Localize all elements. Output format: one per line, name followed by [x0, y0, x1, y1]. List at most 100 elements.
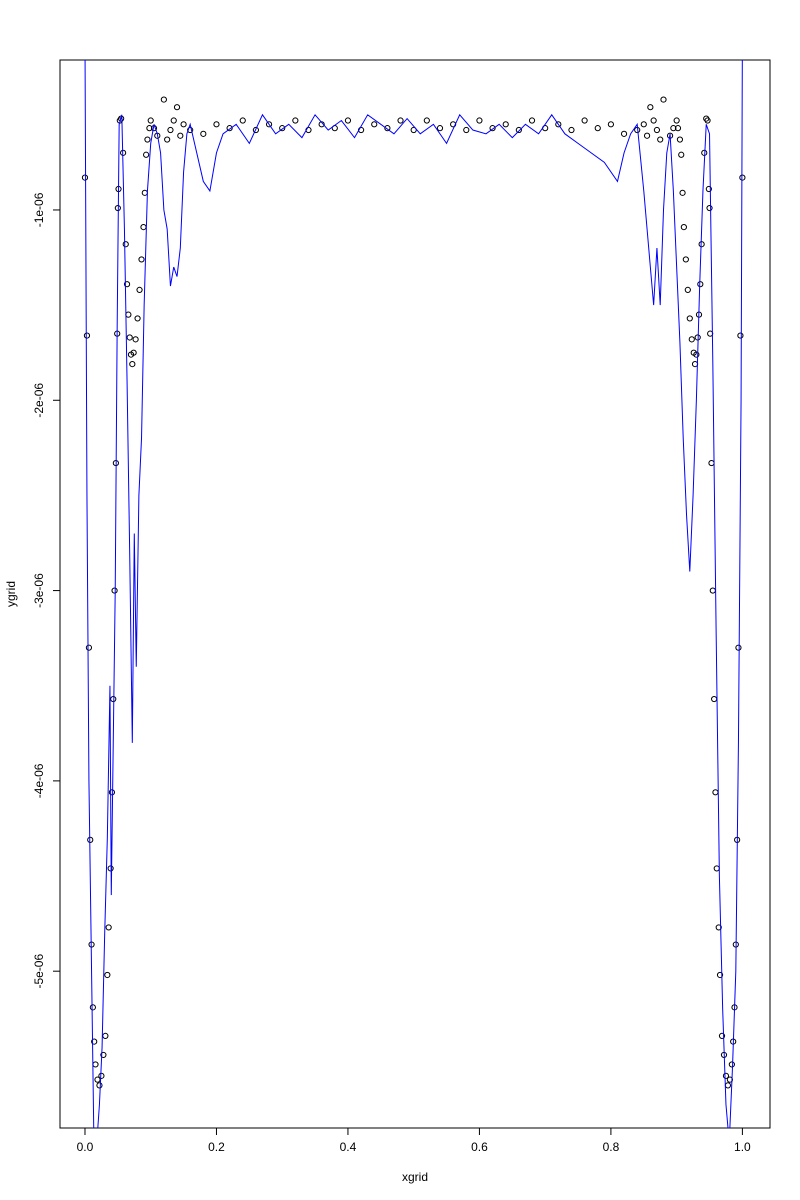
data-point: [130, 349, 137, 356]
data-point: [132, 336, 139, 343]
data-point: [187, 126, 194, 134]
data-line: [84, 60, 743, 1128]
data-point: [643, 132, 651, 139]
data-point: [105, 924, 112, 931]
data-point: [711, 695, 718, 703]
data-point: [177, 132, 184, 139]
x-axis-label: xgrid: [402, 1170, 428, 1184]
data-point: [650, 117, 657, 124]
data-point: [670, 125, 677, 132]
data-point: [123, 281, 131, 288]
data-point: [98, 1072, 105, 1079]
y-tick-label: -5e-06: [32, 954, 46, 989]
data-point: [704, 117, 711, 124]
data-point: [384, 125, 391, 132]
data-point: [594, 125, 601, 132]
data-point: [673, 117, 680, 124]
data-point: [85, 644, 93, 651]
x-tick-label: 0.8: [603, 1140, 620, 1154]
data-point: [138, 256, 145, 263]
x-tick-label: 0.6: [471, 1140, 488, 1154]
data-point: [129, 361, 136, 368]
data-point: [100, 1051, 107, 1059]
data-point: [555, 121, 562, 128]
data-point: [143, 151, 150, 158]
data-point: [712, 789, 719, 796]
data-point: [620, 130, 628, 137]
data-point: [640, 121, 647, 128]
data-point: [680, 223, 687, 231]
y-tick-label: -2e-06: [32, 383, 46, 418]
data-point: [693, 351, 700, 358]
data-point: [722, 1072, 730, 1079]
data-point: [718, 1032, 726, 1039]
data-point: [528, 117, 536, 124]
data-point: [170, 117, 177, 124]
data-point: [489, 125, 496, 132]
data-point: [140, 223, 147, 231]
data-point: [200, 130, 207, 137]
data-point: [104, 971, 111, 979]
data-point: [715, 924, 722, 931]
data-point: [141, 189, 148, 196]
data-point: [239, 117, 246, 124]
data-point: [146, 125, 153, 132]
data-point: [423, 117, 430, 124]
data-point: [728, 1061, 735, 1068]
data-point: [125, 311, 132, 318]
data-point: [657, 136, 664, 143]
data-point: [647, 104, 654, 111]
data-point: [122, 241, 129, 248]
data-point: [697, 281, 704, 288]
data-point: [706, 204, 713, 212]
y-tick-label: -3e-06: [32, 573, 46, 608]
data-point: [108, 789, 116, 796]
data-point: [653, 126, 661, 134]
data-point: [735, 644, 742, 651]
data-point: [160, 96, 167, 103]
plot-area: [81, 60, 746, 1128]
data-point: [147, 117, 154, 124]
data-point: [678, 151, 685, 158]
data-point: [397, 117, 404, 124]
data-point: [371, 121, 378, 128]
data-point: [292, 117, 299, 124]
data-point: [737, 332, 744, 339]
x-tick-label: 1.0: [734, 1140, 751, 1154]
data-point: [679, 189, 686, 196]
data-point: [463, 126, 470, 134]
data-point: [167, 126, 174, 134]
plot-frame: [59, 59, 771, 1129]
data-point: [173, 104, 181, 111]
data-point: [144, 136, 151, 143]
data-point: [410, 126, 417, 134]
data-point: [134, 315, 141, 322]
data-point: [682, 256, 689, 263]
data-point: [716, 971, 724, 979]
data-point: [110, 695, 117, 703]
data-point: [89, 1004, 96, 1011]
data-point: [136, 286, 143, 293]
data-point: [102, 1032, 109, 1039]
data-point: [515, 126, 522, 134]
data-point: [164, 136, 171, 143]
data-point: [705, 185, 712, 193]
data-point: [252, 126, 260, 134]
data-point: [94, 1076, 101, 1083]
data-point: [92, 1061, 99, 1068]
data-point: [476, 117, 483, 124]
data-point: [674, 125, 682, 132]
data-point: [686, 315, 693, 322]
x-tick-label: 0.4: [340, 1140, 357, 1154]
data-point: [726, 1076, 733, 1083]
y-axis-label: ygrid: [4, 581, 18, 607]
data-point: [226, 125, 233, 132]
data-point: [83, 332, 91, 339]
data-point: [709, 587, 716, 594]
data-point: [126, 334, 133, 341]
data-point: [81, 174, 89, 181]
x-tick-label: 0.0: [77, 1140, 94, 1154]
data-point: [688, 336, 695, 343]
data-point: [213, 121, 220, 128]
